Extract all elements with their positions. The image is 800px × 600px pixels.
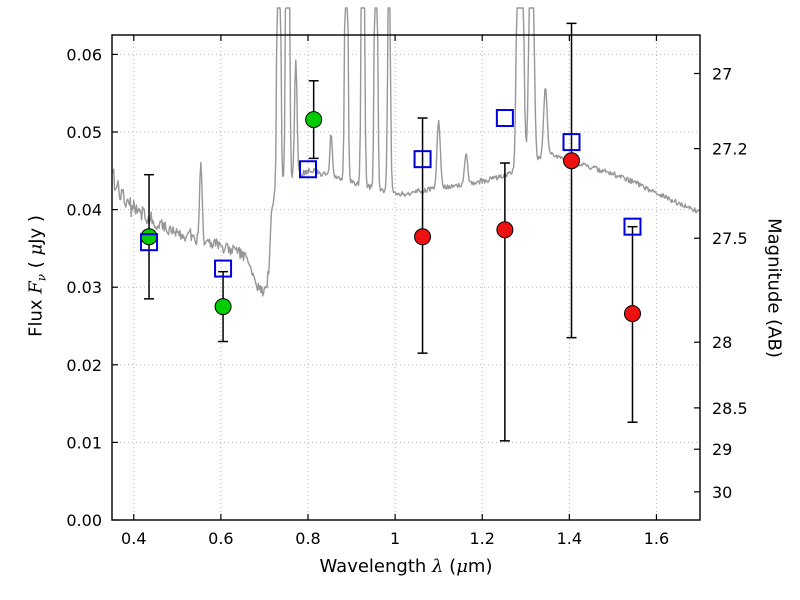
y-tick-label-right: 28.5 xyxy=(712,399,748,418)
data-point-circle xyxy=(214,298,232,316)
y-tick-label-right: 29 xyxy=(712,440,732,459)
x-tick-label: 1 xyxy=(390,529,400,548)
lambda-symbol: λ xyxy=(432,556,444,577)
red-filled-circles xyxy=(414,152,641,323)
green-filled-circles xyxy=(140,111,323,316)
data-point-circle xyxy=(563,152,581,170)
y-left-label-post: Jy ) xyxy=(25,215,47,244)
y-tick-label-left: 0.06 xyxy=(66,45,102,64)
data-point-square xyxy=(562,133,581,152)
error-bar xyxy=(627,225,638,423)
y-tick-label-right: 30 xyxy=(712,483,732,502)
data-point-square xyxy=(140,233,159,252)
y-tick-label-right: 27 xyxy=(712,64,732,83)
y-tick-label-right: 27.5 xyxy=(712,229,748,248)
mu-symbol-left: μ xyxy=(25,243,47,256)
data-point-circle xyxy=(305,111,323,129)
tick-labels: 0.4 0.6 0.8 1 1.2 1.4 1.6 0.00 0.01 0.02 0.03 0.04 0… xyxy=(66,45,747,548)
x-tick-label: 0.8 xyxy=(295,529,320,548)
axis-ticks xyxy=(112,35,700,521)
error-bar xyxy=(499,162,510,442)
data-point-circle xyxy=(140,228,158,246)
data-point-square xyxy=(623,217,642,236)
x-axis-label: Wavelength λ (μm) xyxy=(112,556,700,577)
y-left-label-text: Flux xyxy=(25,293,47,337)
y-axis-label-right: Magnitude (AB) xyxy=(763,218,785,358)
data-point-square xyxy=(299,160,317,179)
error-bar xyxy=(566,22,577,339)
y-tick-label-left: 0.05 xyxy=(66,123,102,142)
data-point-circle xyxy=(414,228,432,246)
y-tick-label-left: 0.00 xyxy=(66,511,102,530)
grid xyxy=(112,35,700,520)
flux-symbol: F xyxy=(25,281,47,294)
data-point-circle xyxy=(496,221,514,239)
x-tick-label: 0.4 xyxy=(121,529,146,548)
y-tick-label-left: 0.04 xyxy=(66,201,102,220)
x-axis-label-post: m) xyxy=(467,556,493,577)
data-point-square xyxy=(495,109,514,128)
x-tick-label: 0.6 xyxy=(208,529,233,548)
axes-frame xyxy=(111,34,701,521)
x-tick-label: 1.4 xyxy=(557,529,582,548)
x-axis-label-mid: ( xyxy=(443,556,457,577)
model-spectrum-line xyxy=(112,7,700,297)
x-tick-label: 1.2 xyxy=(469,529,494,548)
y-tick-label-left: 0.03 xyxy=(66,278,102,297)
data-point-square xyxy=(214,259,233,278)
y-axis-label-left: Flux Fν ( μJy ) xyxy=(25,215,49,337)
mu-symbol: μ xyxy=(456,556,468,577)
y-tick-label-left: 0.01 xyxy=(66,433,102,452)
data-point-square xyxy=(413,150,432,169)
x-axis-label-text: Wavelength xyxy=(319,556,433,577)
y-left-label-mid: ( xyxy=(25,255,47,274)
y-tick-label-left: 0.02 xyxy=(66,356,102,375)
data-point-circle xyxy=(623,305,641,323)
y-tick-label-right: 27.2 xyxy=(712,140,748,159)
blue-open-squares xyxy=(140,109,642,278)
nu-subscript: ν xyxy=(34,273,49,282)
x-tick-label: 1.6 xyxy=(644,529,669,548)
y-tick-label-right: 28 xyxy=(712,333,732,352)
